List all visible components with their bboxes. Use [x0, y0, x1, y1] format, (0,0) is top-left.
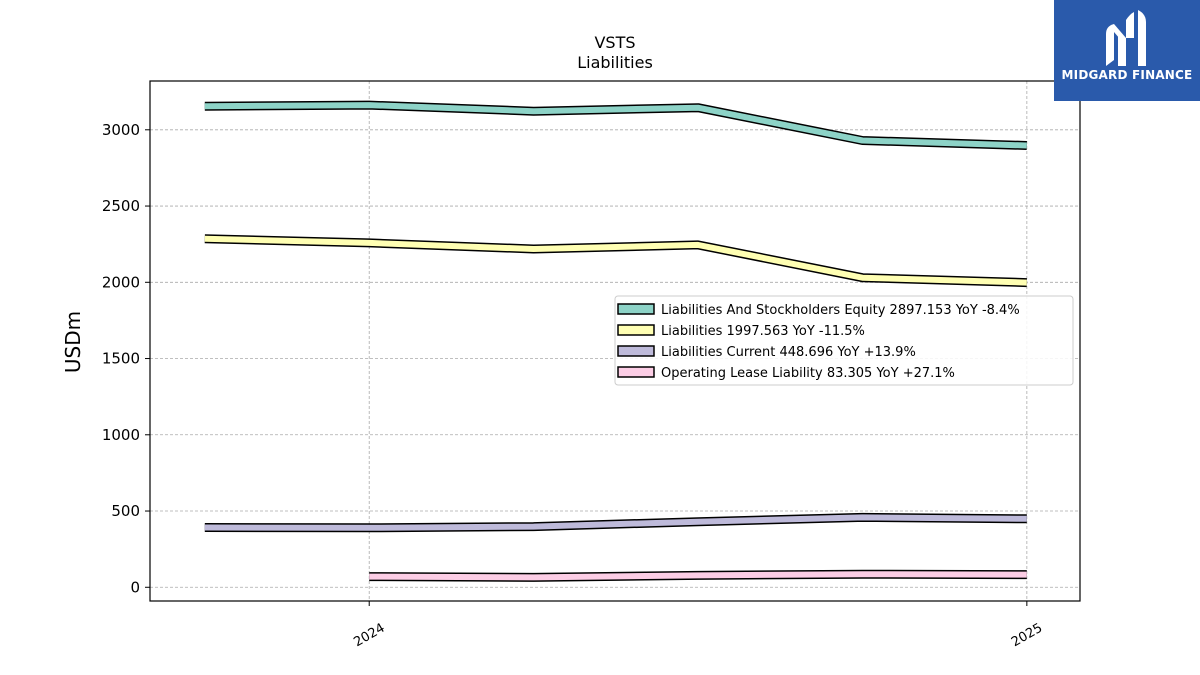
chart-subtitle: Liabilities	[577, 53, 653, 72]
x-tick-label: 2025	[1009, 621, 1045, 651]
y-tick-label: 0	[130, 578, 140, 596]
legend-box	[614, 295, 1074, 386]
legend-label: Operating Lease Liability 83.305 YoY +27…	[661, 366, 955, 381]
y-axis-label: USDm	[61, 311, 85, 373]
grid-lines	[150, 81, 1080, 601]
legend-swatch	[617, 324, 655, 336]
legend-swatch	[617, 345, 655, 357]
y-tick-label: 1500	[102, 350, 140, 368]
legend-label: Liabilities Current 448.696 YoY +13.9%	[661, 345, 916, 360]
logo-text: MIDGARD FINANCE	[1061, 68, 1193, 82]
chart-title: VSTS	[594, 33, 635, 52]
y-tick-label: 500	[111, 502, 140, 520]
series-line	[204, 514, 1027, 531]
series-1	[204, 100, 1027, 150]
series-2	[204, 234, 1027, 288]
midgard-finance-logo: MIDGARD FINANCE	[1054, 0, 1200, 101]
series-line	[204, 102, 1027, 149]
legend-swatch	[617, 366, 655, 378]
legend-swatch	[617, 303, 655, 315]
plot-frame	[149, 80, 1081, 602]
legend-label: Liabilities 1997.563 YoY -11.5%	[661, 324, 865, 339]
y-tick-label: 2000	[102, 273, 140, 291]
series-layer	[204, 100, 1027, 582]
x-axis-ticks: 2024 2025	[351, 601, 1045, 650]
logo-mark-icon	[1106, 10, 1146, 66]
y-tick-label: 1000	[102, 426, 140, 444]
y-axis-ticks: 0 500 1000 1500 2000 2500 3000	[102, 121, 150, 596]
series-4	[369, 569, 1027, 582]
series-3	[204, 512, 1027, 533]
legend: Liabilities And Stockholders Equity 2897…	[614, 295, 1074, 386]
x-tick-label: 2024	[351, 621, 387, 651]
series-line	[204, 235, 1027, 286]
series-line	[369, 571, 1027, 581]
y-tick-label: 2500	[102, 197, 140, 215]
y-tick-label: 3000	[102, 121, 140, 139]
legend-label: Liabilities And Stockholders Equity 2897…	[661, 303, 1020, 318]
